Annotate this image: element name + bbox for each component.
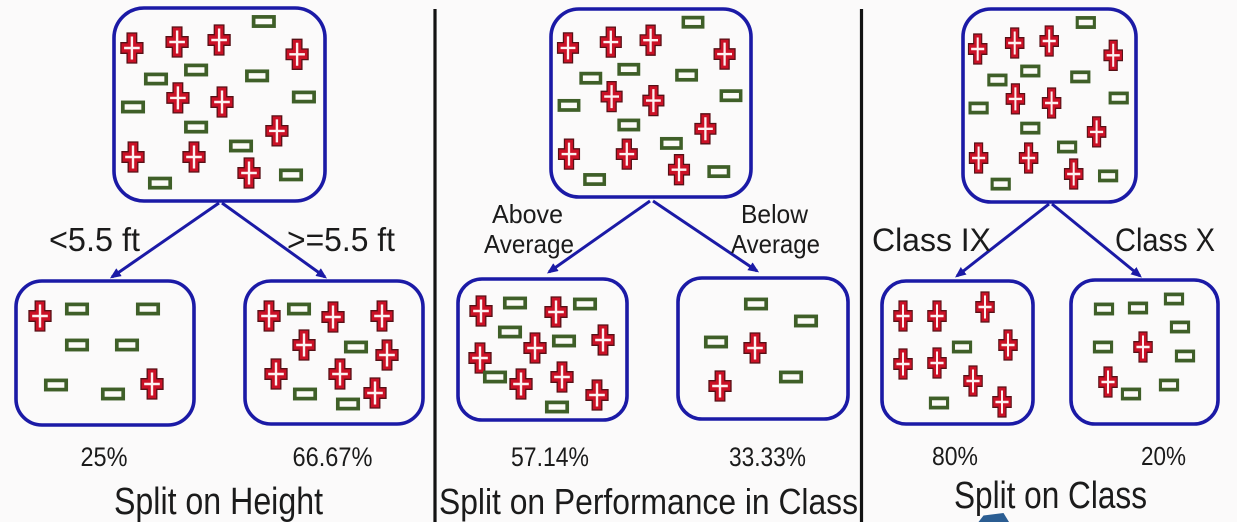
svg-text:Class IX: Class IX [872,222,991,258]
svg-text:Split on Height: Split on Height [114,481,323,522]
svg-text:Class X: Class X [1115,222,1215,258]
svg-text:80%: 80% [932,441,978,471]
svg-text:>=5.5 ft: >=5.5 ft [287,221,395,258]
svg-text:33.33%: 33.33% [729,442,806,472]
svg-text:Below: Below [741,199,808,229]
svg-text:Above: Above [492,199,563,229]
svg-text:<5.5 ft: <5.5 ft [49,221,140,258]
svg-text:25%: 25% [81,442,128,472]
svg-text:Split on Performance in Class: Split on Performance in Class [439,481,858,522]
svg-text:57.14%: 57.14% [511,442,589,472]
svg-text:Average: Average [731,229,820,259]
svg-text:Average: Average [484,229,574,259]
svg-text:20%: 20% [1141,441,1186,471]
svg-text:66.67%: 66.67% [293,442,373,472]
svg-text:Split on Class: Split on Class [954,475,1147,517]
